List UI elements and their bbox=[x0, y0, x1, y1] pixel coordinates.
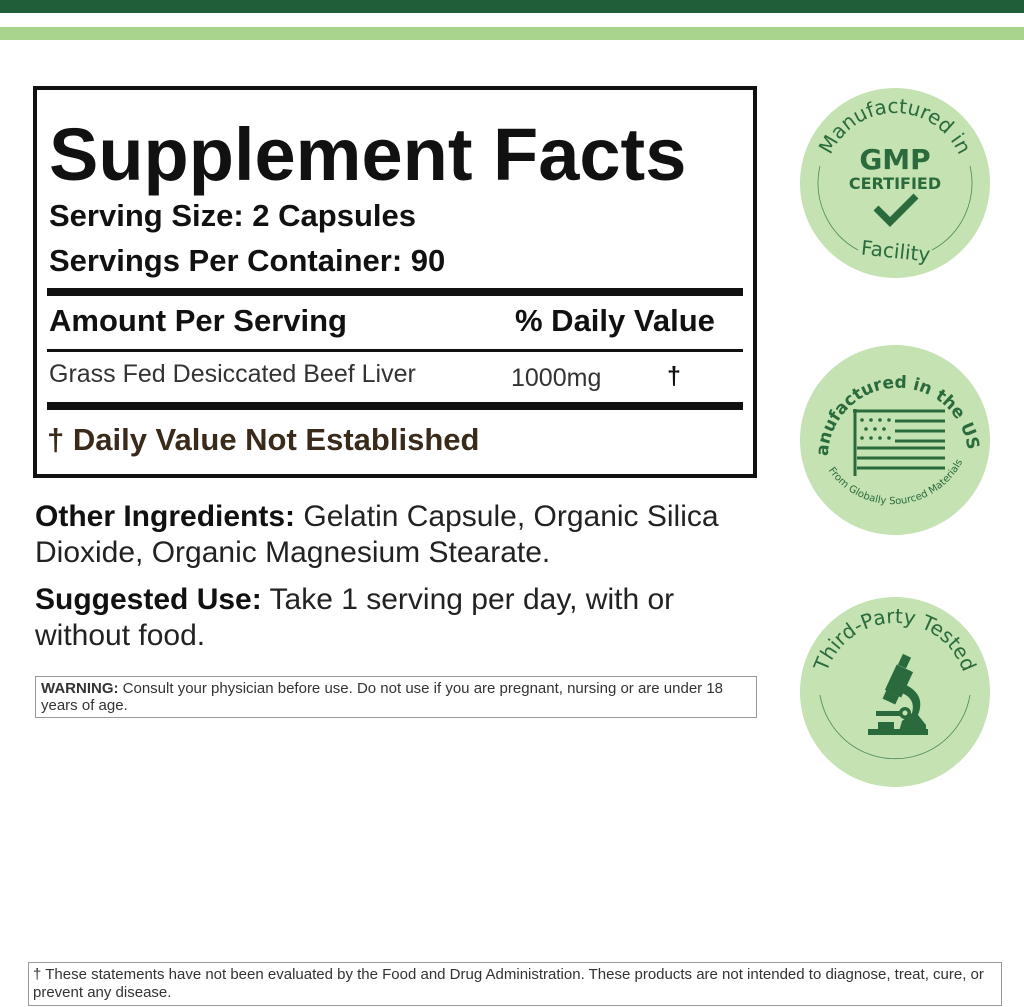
top-banner bbox=[0, 0, 1024, 13]
other-ingredients-text: Gelatin Capsule, Organic Silica Dioxide,… bbox=[35, 500, 719, 569]
divider bbox=[47, 402, 743, 410]
other-ingredients: Other Ingredients: Gelatin Capsule, Orga… bbox=[35, 499, 755, 571]
third-party-badge: Third-Party Tested bbox=[800, 597, 990, 787]
ingredient-amount: 1000mg bbox=[511, 364, 602, 392]
microscope-icon bbox=[868, 653, 928, 735]
ingredient-dv: † bbox=[667, 362, 681, 390]
divider bbox=[47, 288, 743, 296]
fda-disclaimer: † These statements have not been evaluat… bbox=[28, 962, 1002, 1006]
badge-sub-text: CERTIFIED bbox=[849, 174, 941, 193]
checkmark-icon bbox=[873, 193, 919, 227]
suggested-use-text: Take 1 serving per day, with or without … bbox=[35, 583, 675, 652]
warning-box: WARNING: Consult your physician before u… bbox=[35, 676, 757, 718]
ingredient-name: Grass Fed Desiccated Beef Liver bbox=[49, 360, 416, 388]
divider bbox=[47, 349, 743, 352]
dv-header: % Daily Value bbox=[515, 303, 715, 338]
dv-footnote: † Daily Value Not Established bbox=[47, 422, 480, 457]
suggested-use: Suggested Use: Take 1 serving per day, w… bbox=[35, 582, 755, 654]
other-ingredients-label: Other Ingredients: bbox=[35, 500, 296, 533]
supplement-facts-panel: Supplement Facts Serving Size: 2 Capsule… bbox=[33, 86, 757, 478]
serving-size: Serving Size: 2 Capsules bbox=[49, 198, 416, 233]
gmp-badge: Manufactured in GMP CERTIFIED Facility bbox=[800, 88, 990, 278]
facts-title: Supplement Facts bbox=[49, 113, 687, 196]
servings-per-container: Servings Per Container: 90 bbox=[49, 243, 446, 278]
warning-label: WARNING: bbox=[41, 680, 119, 697]
amount-header: Amount Per Serving bbox=[49, 303, 347, 338]
usa-badge: Manufactured in the USA From Globally So… bbox=[798, 343, 990, 535]
us-flag-icon bbox=[853, 409, 945, 476]
warning-text: Consult your physician before use. Do no… bbox=[41, 680, 724, 714]
suggested-use-label: Suggested Use: bbox=[35, 583, 262, 616]
badge-main-text: GMP bbox=[859, 143, 930, 176]
accent-stripe bbox=[0, 27, 1024, 40]
